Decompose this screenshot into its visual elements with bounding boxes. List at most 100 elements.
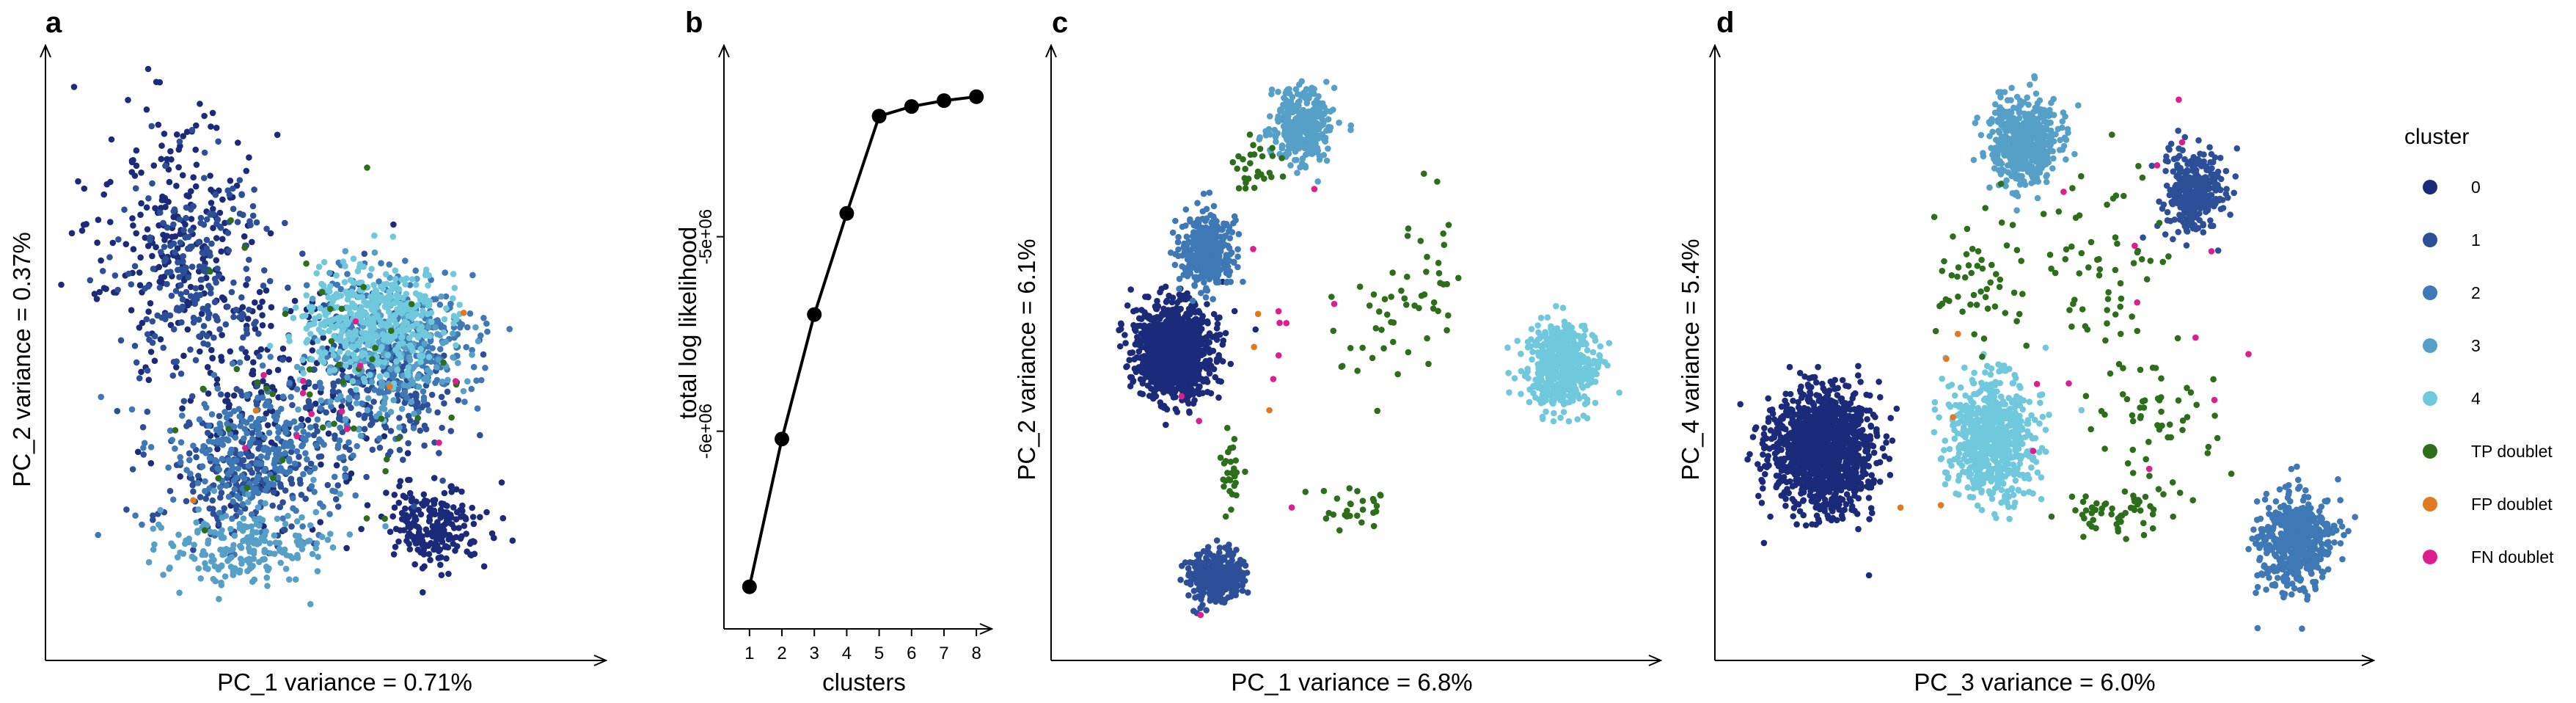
panel-a-point-0 [437, 561, 444, 568]
panel-c-point-1 [1196, 551, 1204, 558]
panel-c-point-2 [1201, 279, 1207, 286]
panel-a-point-0 [188, 216, 195, 222]
panel-a-point-4 [346, 329, 353, 337]
panel-a-point-2 [376, 435, 383, 442]
panel-a-point-3 [309, 550, 316, 558]
panel-c-point-0 [1227, 360, 1234, 368]
panel-a-point-1 [186, 450, 193, 457]
panel-c-point-1 [1196, 580, 1203, 587]
panel-c-point-2 [1212, 233, 1219, 241]
panel-a-x-axis-label: PC_1 variance = 0.71% [217, 669, 472, 696]
panel-c-point-0 [1200, 378, 1207, 385]
panel-a-point-0 [433, 520, 441, 528]
panel-a-point-0 [469, 504, 475, 511]
panel-a-point-tp-doublet [414, 415, 421, 422]
panel-c-point-3 [1299, 155, 1306, 162]
panel-a-point-0 [455, 525, 462, 531]
panel-c-point-0 [1117, 326, 1124, 332]
panel-a-point-1 [170, 326, 178, 333]
panel-a-point-0 [198, 310, 205, 317]
panel-c-point-3 [1347, 122, 1355, 129]
panel-c-point-0 [1196, 334, 1202, 340]
panel-c-point-2 [1203, 285, 1210, 292]
panel-a-point-3 [346, 531, 354, 538]
panel-a-point-0 [244, 316, 252, 322]
panel-c-point-3 [1320, 100, 1326, 107]
panel-a-point-1 [421, 422, 428, 429]
panel-a-point-1 [477, 431, 483, 439]
panel-c-point-0 [1192, 309, 1199, 316]
panel-a-point-0 [480, 563, 488, 570]
panel-b-x-tick-label: 5 [874, 644, 884, 663]
panel-a-point-4 [440, 329, 447, 336]
panel-c-point-1 [1200, 585, 1207, 592]
panel-c-point-0 [1196, 340, 1203, 347]
panel-a-point-3 [183, 539, 190, 545]
panel-c-point-0 [1155, 363, 1163, 369]
panel-a-point-2 [342, 473, 349, 481]
panel-c-point-2 [1226, 268, 1234, 275]
panel-c-point-2 [1198, 255, 1204, 262]
panel-a-point-0 [219, 236, 226, 243]
panel-a-point-4 [353, 386, 359, 393]
panel-a-point-1 [160, 219, 167, 227]
panel-a-point-0 [187, 188, 194, 194]
panel-a-point-1 [197, 291, 204, 299]
panel-a-point-tp-doublet [388, 327, 395, 335]
panel-a-point-2 [216, 484, 224, 491]
panel-a-point-0 [136, 324, 143, 331]
panel-c-point-2 [1234, 263, 1241, 271]
panel-c-point-2 [1190, 222, 1197, 229]
panel-a-point-1 [148, 123, 155, 130]
panel-a-point-1 [209, 497, 216, 504]
panel-a-point-1 [164, 224, 171, 231]
panel-a-point-2 [217, 423, 224, 430]
panel-a-point-4 [343, 363, 349, 369]
panel-a-point-0 [333, 462, 340, 469]
panel-a-point-0 [100, 285, 108, 291]
panel-a-point-2 [350, 452, 356, 459]
panel-a-point-tp-doublet [306, 391, 313, 398]
panel-a-point-2 [199, 463, 206, 470]
panel-a-point-0 [179, 172, 186, 179]
panel-a-point-2 [202, 478, 208, 485]
panel-a-point-0 [133, 147, 140, 154]
panel-a-point-3 [344, 374, 351, 381]
panel-a-point-tp-doublet [360, 283, 367, 291]
panel-c-point-0 [1162, 331, 1168, 338]
panel-a-point-3 [390, 397, 397, 404]
panel-a-point-0 [130, 222, 136, 229]
panel-a-point-4 [336, 349, 343, 355]
panel-a-point-1 [187, 346, 194, 353]
panel-a-point-1 [249, 212, 257, 219]
panel-c-point-2 [1175, 233, 1182, 241]
panel-a-point-fn-doublet [308, 410, 315, 418]
panel-a-point-1 [238, 345, 246, 352]
panel-c-points [1116, 78, 1622, 619]
panel-a-point-4 [384, 352, 391, 359]
panel-a-point-1 [144, 408, 151, 415]
panel-a-point-0 [219, 332, 225, 338]
panel-a-point-4 [409, 276, 416, 283]
panel-a-point-2 [482, 365, 489, 371]
panel-c-point-0 [1168, 299, 1176, 306]
panel-c-point-2 [1189, 297, 1196, 305]
panel-c-point-0 [1174, 316, 1180, 323]
panel-a-point-2 [425, 407, 432, 414]
panel-a-point-4 [408, 344, 415, 351]
panel-a-point-2 [225, 437, 232, 444]
panel-a-point-0 [318, 461, 324, 468]
panel-a-point-0 [338, 403, 345, 410]
panel-a-point-4 [313, 270, 321, 277]
panel-a-point-4 [376, 373, 384, 380]
panel-a-point-1 [200, 323, 208, 329]
panel-a-point-0 [137, 211, 144, 219]
panel-a-point-tp-doublet [335, 361, 343, 368]
panel-c-point-1 [1218, 582, 1224, 589]
panel-c-point-1 [1203, 607, 1210, 613]
panel-a-point-2 [201, 401, 208, 407]
panel-a-point-0 [406, 546, 414, 553]
panel-a-point-1 [424, 401, 431, 408]
panel-c-point-0 [1166, 379, 1173, 387]
panel-a-point-1 [364, 387, 370, 393]
